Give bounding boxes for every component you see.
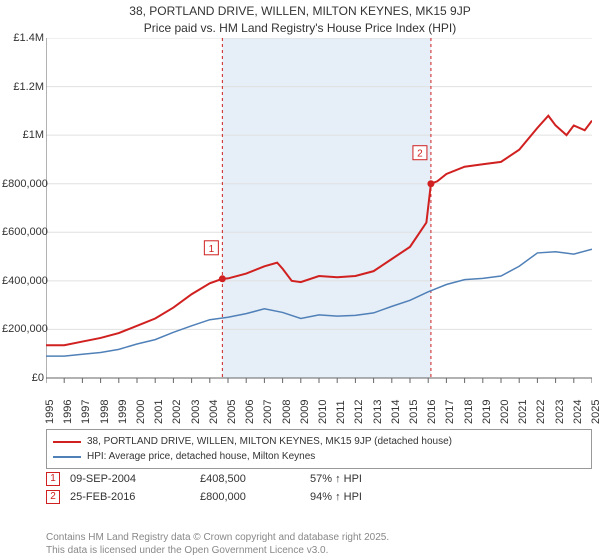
sale-marker-icon: 2 [46, 490, 60, 504]
x-tick-label: 1999 [117, 400, 129, 424]
sales-table: 1 09-SEP-2004£408,50057% ↑ HPI 2 25-FEB-201… [46, 472, 362, 508]
sale-date: 25-FEB-2016 [70, 491, 200, 503]
x-tick-label: 2021 [517, 400, 529, 424]
svg-text:1: 1 [209, 244, 215, 255]
y-tick-label: £400,000 [2, 275, 44, 287]
title-line-2: Price paid vs. HM Land Registry's House … [0, 20, 600, 37]
x-tick-label: 2005 [226, 400, 238, 424]
legend-swatch [53, 441, 81, 443]
footer-line-1: Contains HM Land Registry data © Crown c… [46, 531, 389, 544]
x-tick-label: 1997 [80, 400, 92, 424]
legend-label: HPI: Average price, detached house, Milt… [87, 449, 315, 464]
x-tick-label: 1996 [62, 400, 74, 424]
legend-item: HPI: Average price, detached house, Milt… [53, 449, 585, 464]
legend-item: 38, PORTLAND DRIVE, WILLEN, MILTON KEYNE… [53, 434, 585, 449]
sale-marker-icon: 1 [46, 472, 60, 486]
y-tick-label: £1.4M [2, 32, 44, 44]
legend: 38, PORTLAND DRIVE, WILLEN, MILTON KEYNE… [46, 429, 592, 469]
x-tick-label: 2015 [408, 400, 420, 424]
x-tick-label: 1998 [99, 400, 111, 424]
y-tick-label: £200,000 [2, 323, 44, 335]
legend-label: 38, PORTLAND DRIVE, WILLEN, MILTON KEYNE… [87, 434, 452, 449]
x-tick-label: 2006 [244, 400, 256, 424]
title-line-1: 38, PORTLAND DRIVE, WILLEN, MILTON KEYNE… [0, 3, 600, 20]
x-tick-label: 2013 [372, 400, 384, 424]
x-tick-label: 2018 [463, 400, 475, 424]
x-tick-label: 2009 [299, 400, 311, 424]
footer-line-2: This data is licensed under the Open Gov… [46, 544, 389, 557]
svg-text:2: 2 [417, 149, 423, 160]
x-tick-label: 2012 [353, 400, 365, 424]
legend-swatch [53, 456, 81, 458]
sale-row: 1 09-SEP-2004£408,50057% ↑ HPI [46, 472, 362, 486]
x-tick-label: 2022 [535, 400, 547, 424]
x-tick-label: 2014 [390, 400, 402, 424]
x-tick-label: 2016 [426, 400, 438, 424]
sale-pct: 57% ↑ HPI [310, 473, 362, 485]
x-tick-label: 2025 [590, 400, 600, 424]
y-tick-label: £0 [2, 372, 44, 384]
x-tick-label: 2019 [481, 400, 493, 424]
sale-price: £408,500 [200, 473, 310, 485]
footer-attribution: Contains HM Land Registry data © Crown c… [46, 531, 389, 557]
y-tick-label: £800,000 [2, 178, 44, 190]
sale-date: 09-SEP-2004 [70, 473, 200, 485]
chart-container: 38, PORTLAND DRIVE, WILLEN, MILTON KEYNE… [0, 0, 600, 560]
sale-price: £800,000 [200, 491, 310, 503]
x-tick-label: 2000 [135, 400, 147, 424]
sale-pct: 94% ↑ HPI [310, 491, 362, 503]
sale-row: 2 25-FEB-2016£800,00094% ↑ HPI [46, 490, 362, 504]
x-tick-label: 2011 [335, 400, 347, 424]
x-tick-label: 2002 [171, 400, 183, 424]
x-tick-label: 2004 [208, 400, 220, 424]
x-tick-label: 2007 [262, 400, 274, 424]
x-tick-label: 2010 [317, 400, 329, 424]
x-tick-label: 2017 [444, 400, 456, 424]
y-tick-label: £1.2M [2, 81, 44, 93]
y-tick-label: £600,000 [2, 226, 44, 238]
x-tick-label: 2024 [572, 400, 584, 424]
y-tick-label: £1M [2, 129, 44, 141]
x-tick-label: 2020 [499, 400, 511, 424]
plot-area: 12 [46, 38, 592, 408]
x-tick-label: 2001 [153, 400, 165, 424]
chart-svg: 12 [46, 38, 592, 408]
x-tick-label: 2008 [281, 400, 293, 424]
x-tick-label: 1995 [44, 400, 56, 424]
x-tick-label: 2023 [554, 400, 566, 424]
chart-title: 38, PORTLAND DRIVE, WILLEN, MILTON KEYNE… [0, 0, 600, 37]
x-tick-label: 2003 [190, 400, 202, 424]
